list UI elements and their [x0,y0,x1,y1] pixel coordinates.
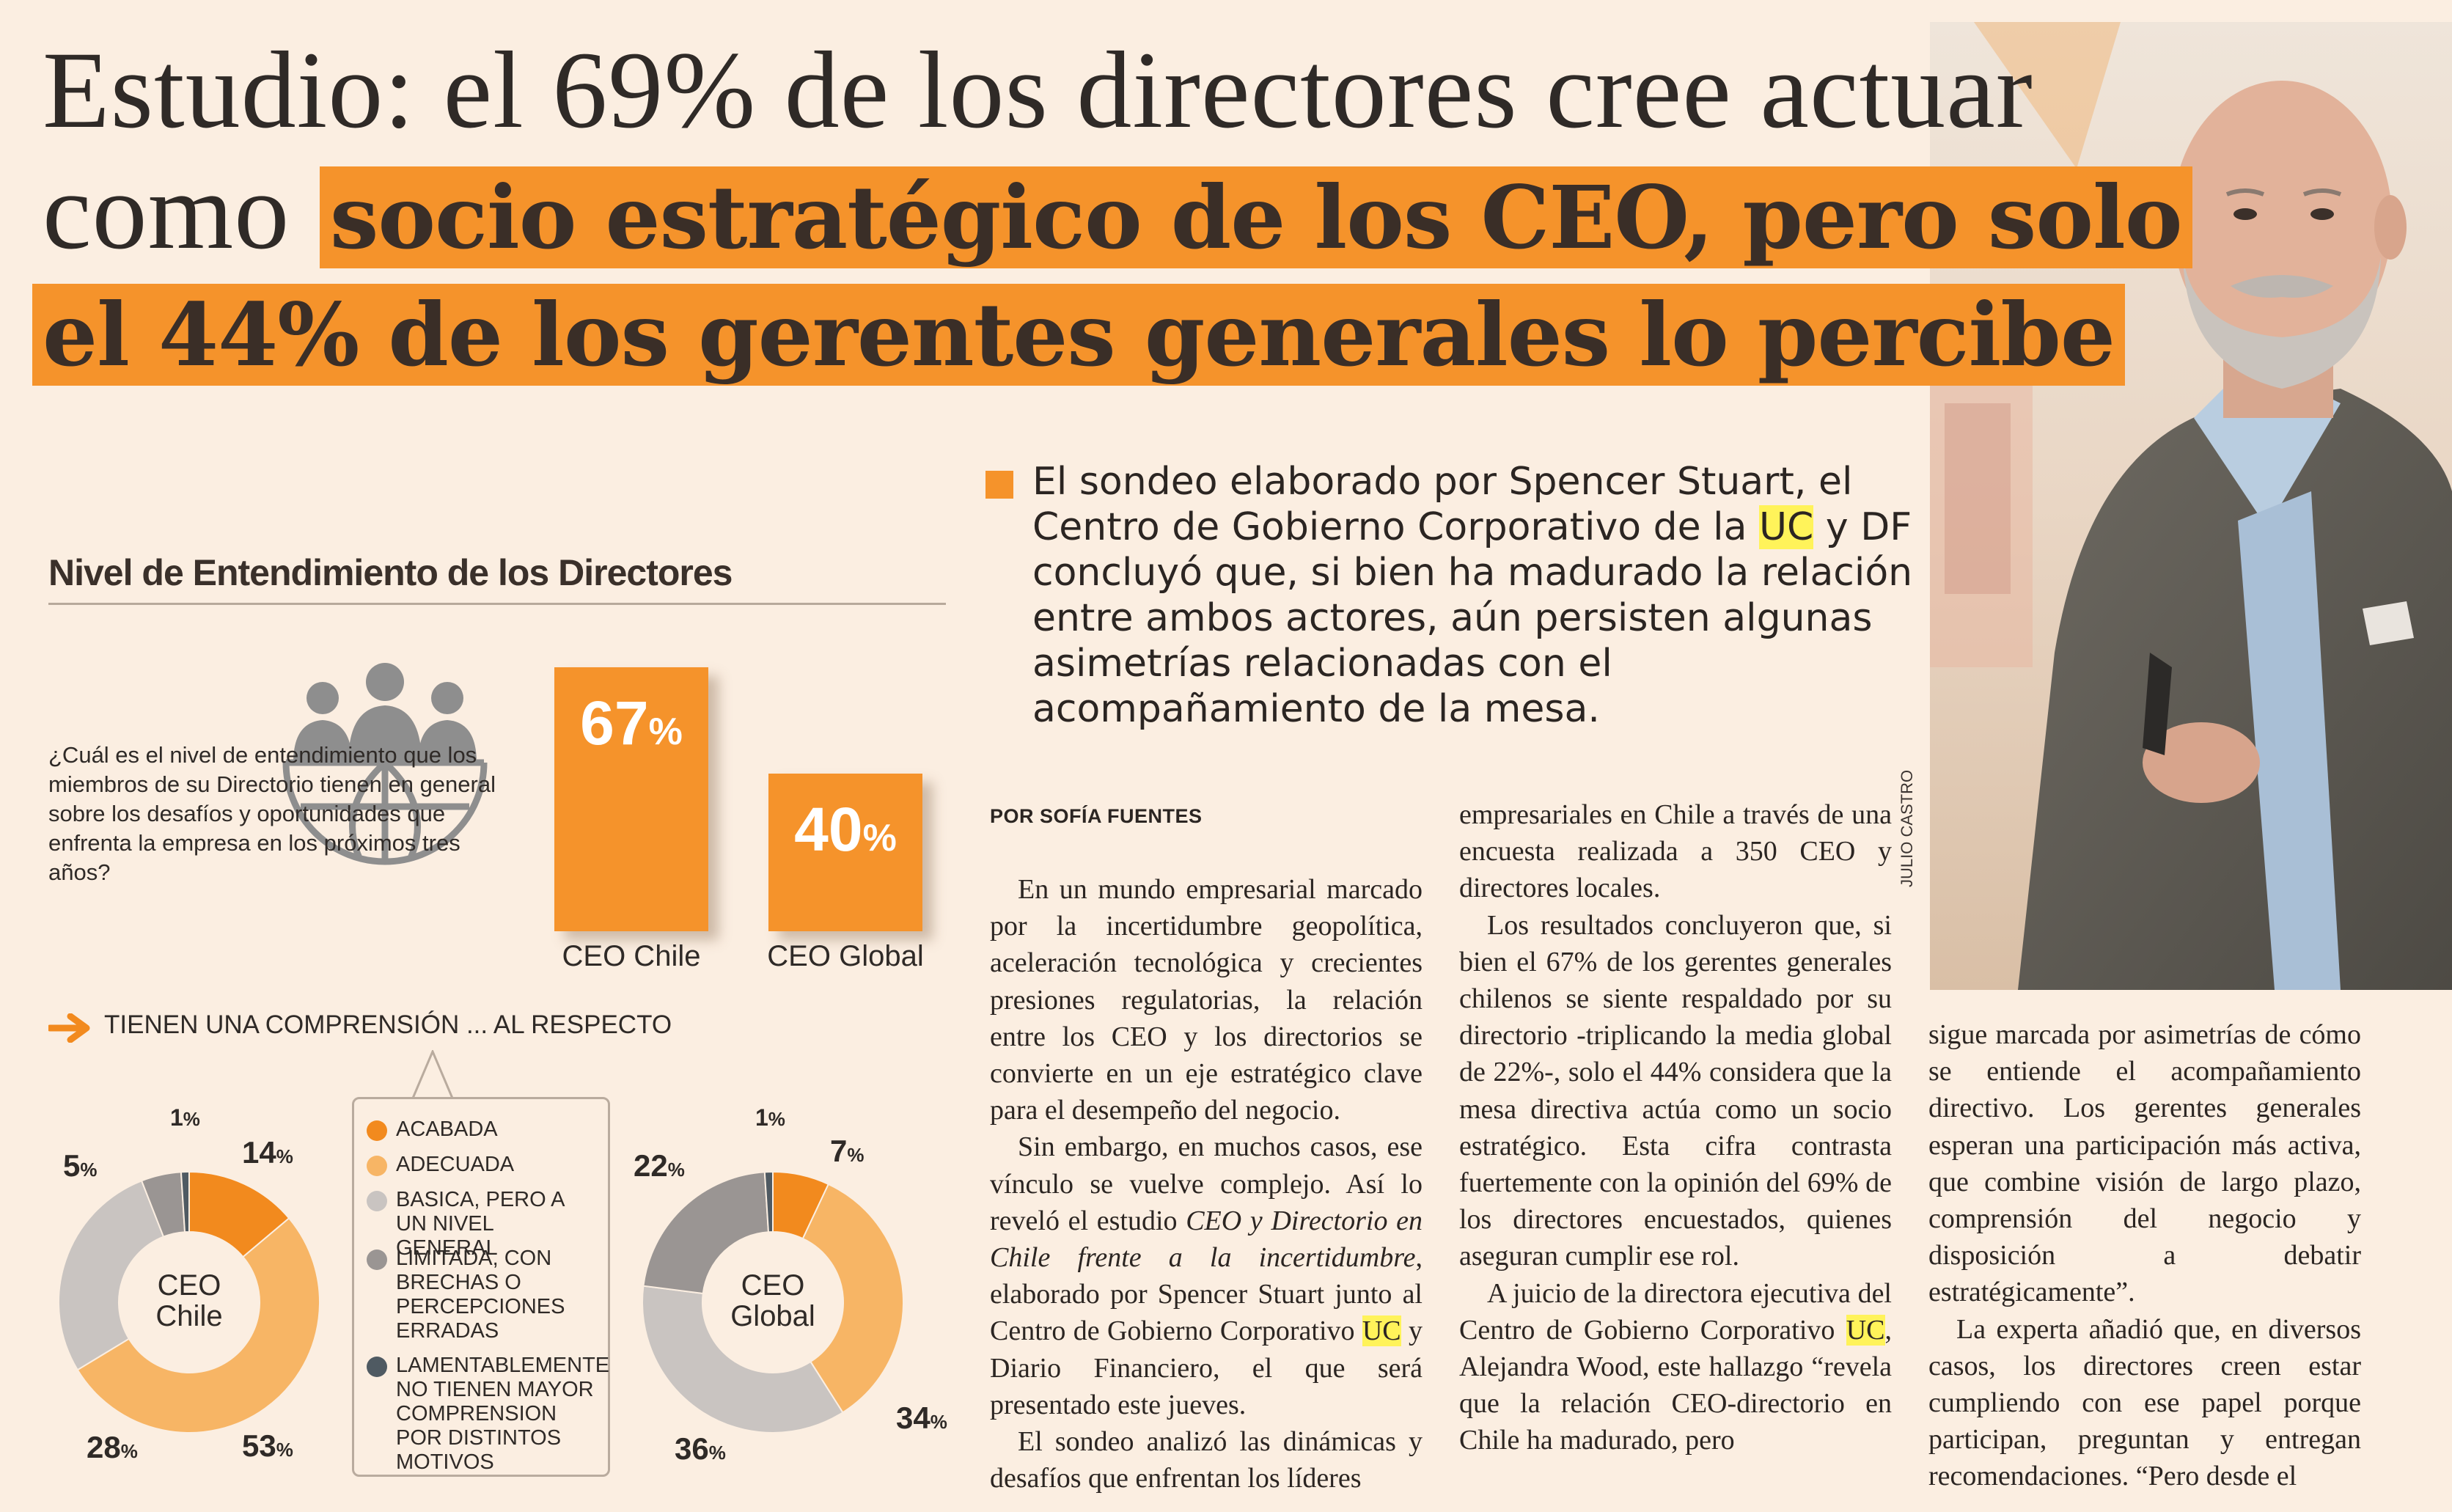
paragraph: A juicio de la directora ejecutiva del C… [1459,1275,1892,1459]
headline-text-2-light: como [43,150,290,272]
infographic-title: Nivel de Entendimiento de los Directores [48,552,733,593]
donut-value-label: 7% [830,1134,865,1168]
infographic-divider [48,603,946,605]
donut-value-label: 5% [63,1148,98,1183]
legend-item: ADECUADA [367,1153,598,1177]
legend-pointer [411,1050,455,1101]
headline-text-3-highlight: el 44% de los gerentes generales lo perc… [32,284,2125,386]
lead-uc-highlight: UC [1758,505,1814,549]
legend-item: BASICA, PERO A UN NIVEL GENERAL [367,1188,598,1260]
legend-label: ACABADA [396,1118,498,1141]
paragraph: Sin embargo, en muchos casos, ese víncul… [990,1129,1423,1423]
donut-center-label: CEO Chile [155,1269,223,1332]
bar-category-label: CEO Chile [562,940,701,972]
text: Sin embargo, en muchos casos, ese víncul… [990,1131,1423,1236]
donut-value-label: 28% [87,1430,138,1464]
legend [352,1097,610,1477]
legend-label: LAMENTABLEMENTE NO TIENEN MAYOR COMPRENS… [396,1354,610,1474]
paragraph: empresariales en Chile a través de una e… [1459,799,1892,904]
donut-hole [119,1232,260,1373]
donut-value-label: 36% [675,1431,726,1466]
legend-label: BASICA, PERO A UN NIVEL GENERAL [396,1188,564,1260]
bar-ceo-chile [554,667,708,931]
headline-text-2-highlight: socio estratégico de los CEO, pero solo [319,166,2192,268]
text: y Diario Financiero, el que será present… [990,1315,1423,1420]
paragraph: Los resultados concluyeron que, si bien … [1459,909,1892,1272]
arrow-right-icon [48,1013,90,1043]
legend-label: LIMITADA, CON BRECHAS O PERCEPCIONES ERR… [396,1247,565,1343]
donut-value-label: 22% [634,1148,685,1183]
legend-item: LAMENTABLEMENTE NO TIENEN MAYOR COMPRENS… [367,1354,610,1475]
donut-hole [702,1232,843,1373]
lead-text-2: y DF concluyó que, si bien ha madurado l… [1032,505,1913,731]
bar-ceo-global [768,774,922,931]
legend-swatch [367,1120,387,1141]
paragraph: El sondeo analizó las dinámicas y desafí… [990,1426,1423,1494]
uc-highlight: UC [1846,1314,1885,1346]
lead-text-1: El sondeo elaborado por Spencer Stuart, … [1032,460,1853,549]
paragraph: La experta añadió que, en diversos casos… [1928,1313,2361,1492]
survey-question: ¿Cuál es el nivel de entendimiento que l… [48,742,496,885]
paragraph: sigue marcada por asimetrías de cómo se … [1928,1019,2361,1308]
legend-label: ADECUADA [396,1153,515,1176]
paragraph: En un mundo empresarial marcado por la i… [990,874,1423,1126]
portrait-photo [1930,22,2452,990]
headline-line-2: como socio estratégico de los CEO, pero … [43,156,2192,273]
legend-swatch [367,1191,387,1211]
donut-value-label: 53% [242,1428,293,1463]
lead-paragraph: El sondeo elaborado por Spencer Stuart, … [1032,459,1920,732]
headline-text-1: Estudio: el 69% de los directores cree a… [43,29,2033,151]
study-title: CEO y Directorio en Chile frente a la in… [990,1205,1423,1274]
pie-section-subtitle: TIENEN UNA COMPRENSIÓN ... AL RESPECTO [104,1010,672,1039]
legend-swatch [367,1249,387,1270]
headline: Estudio: el 69% de los directores cree a… [32,35,2192,390]
article-column-1: En un mundo empresarial marcado por la i… [990,871,1423,1497]
donut-chart [642,1170,904,1434]
donut-center-label: CEO Global [730,1269,815,1332]
legend-swatch [367,1357,387,1377]
article-column-2: empresariales en Chile a través de una e… [1459,796,1892,1459]
text: A juicio de la directora ejecutiva del C… [1459,1277,1892,1346]
text: , elaborado por Spencer Stuart junto al … [990,1242,1423,1347]
directors-globe-icon [282,663,488,865]
uc-highlight: UC [1362,1315,1401,1347]
bar-category-label: CEO Global [767,940,924,972]
donut-value-label: 1% [755,1104,785,1131]
legend-item: LIMITADA, CON BRECHAS O PERCEPCIONES ERR… [367,1247,598,1343]
text: , Alejandra Wood, este hallazgo “revela … [1459,1314,1892,1456]
donut-value-label: 14% [242,1135,293,1170]
bar-value-label: 67% [580,689,683,757]
photo-credit: JULIO CASTRO [1898,769,1916,887]
headline-line-3: el 44% de los gerentes generales lo perc… [32,279,2125,390]
legend-swatch [367,1156,387,1176]
headline-line-1: Estudio: el 69% de los directores cree a… [43,35,2033,150]
portrait-illustration [1930,22,2452,990]
donut-value-label: 34% [896,1401,947,1435]
lead-bullet [985,471,1013,499]
bar-value-label: 40% [794,795,897,865]
donut-value-label: 1% [170,1104,200,1131]
article-column-3: sigue marcada por asimetrías de cómo se … [1928,1016,2361,1495]
legend-item: ACABADA [367,1118,598,1142]
donut-chart [58,1170,320,1434]
byline: POR SOFÍA FUENTES [990,805,1203,827]
